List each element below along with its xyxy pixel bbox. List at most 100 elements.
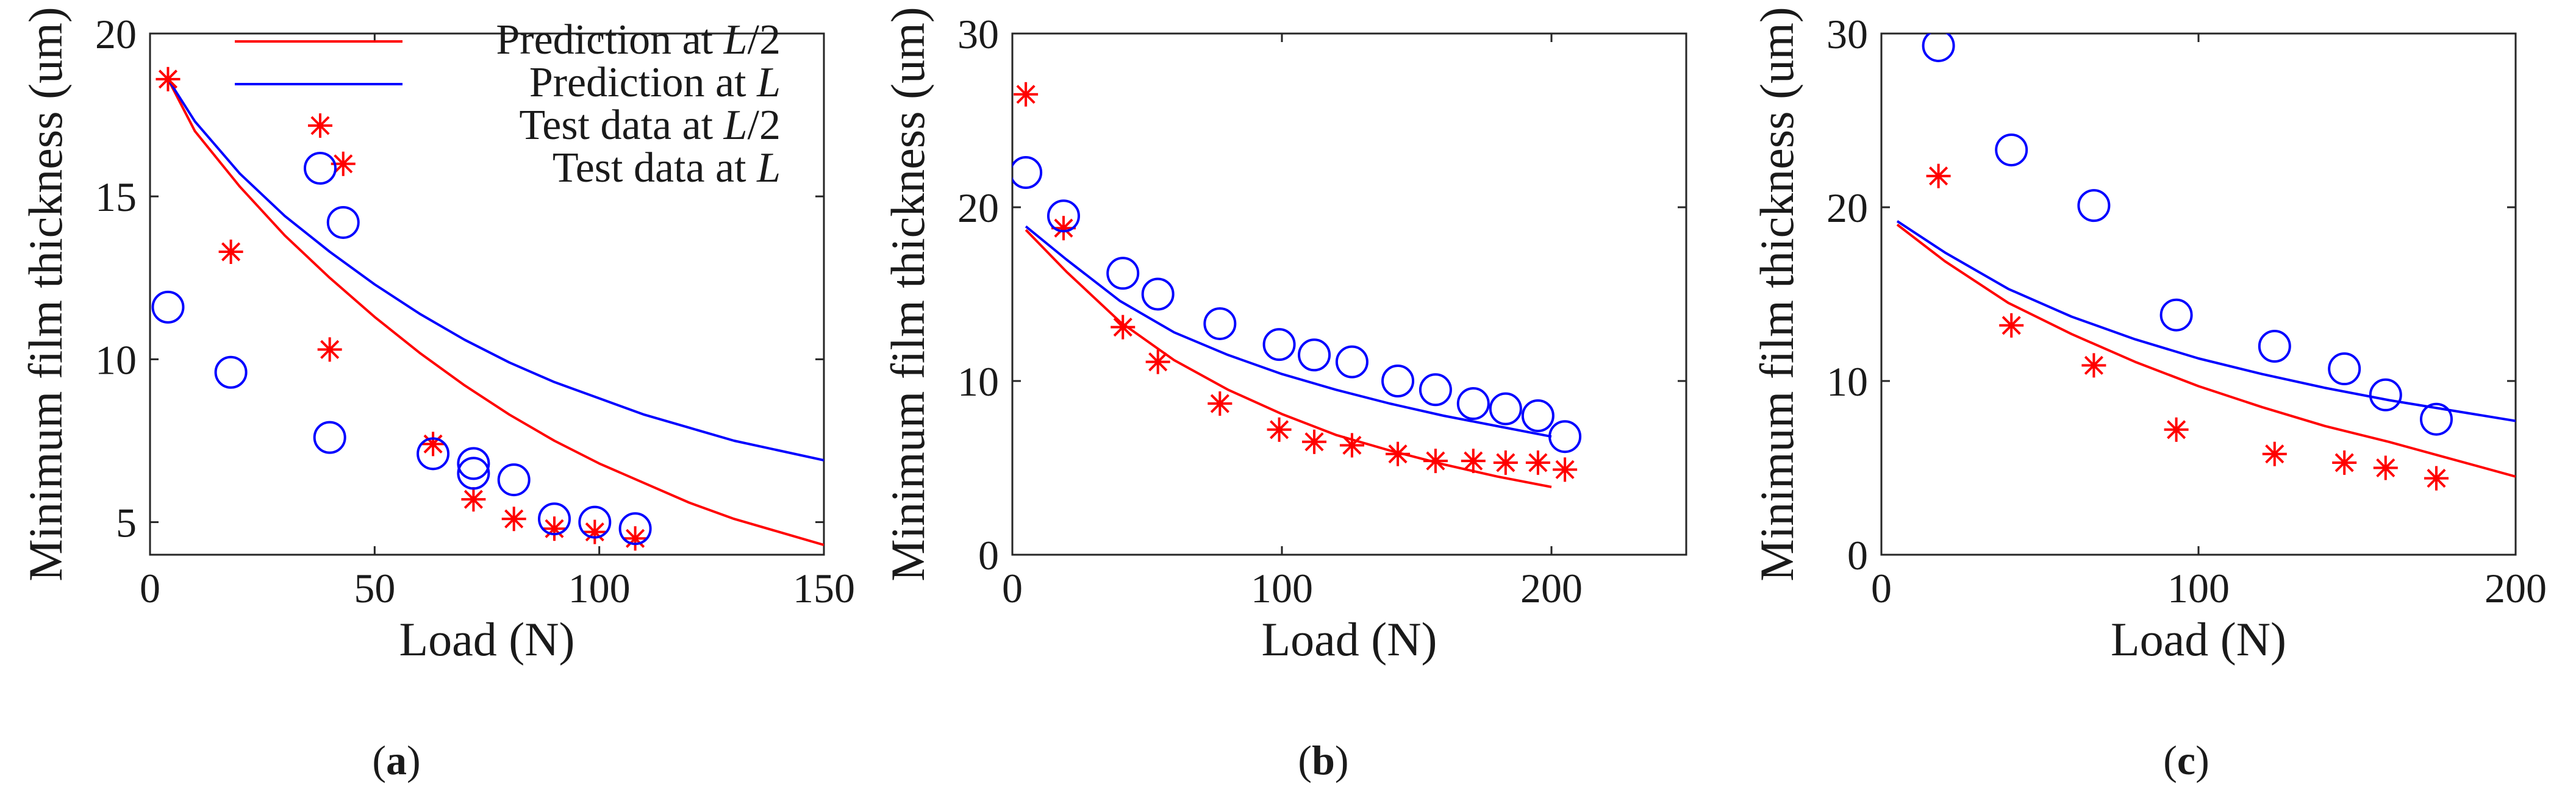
y-tick-label: 20 (95, 11, 137, 57)
data-point-asterisk (1145, 349, 1170, 374)
data-point-asterisk (1423, 449, 1448, 474)
plot-area (1012, 82, 1582, 488)
y-tick-label: 10 (1826, 358, 1868, 405)
x-tick-label: 0 (1871, 565, 1892, 611)
data-point-circle (618, 512, 652, 546)
data-point-asterisk (2373, 455, 2398, 480)
y-tick-label: 5 (116, 500, 137, 546)
data-point-asterisk (1926, 163, 1951, 188)
data-point-circle (151, 290, 185, 324)
plot-area (1896, 34, 2516, 491)
subfigure-caption-c: (c) (2163, 737, 2209, 783)
x-tick-label: 100 (568, 565, 631, 611)
legend-label: Test data at L/2 (519, 102, 781, 149)
legend-swatch-asterisk (308, 113, 332, 138)
data-point-asterisk (501, 507, 526, 532)
subfigure-caption-b: (b) (1298, 737, 1348, 783)
data-point-circle (1012, 156, 1043, 189)
x-tick-label: 100 (1251, 565, 1313, 611)
data-point-circle (417, 437, 450, 471)
series-line-prediction-half-l (1025, 229, 1552, 488)
data-point-circle (2420, 402, 2453, 436)
y-tick-label: 15 (95, 174, 137, 220)
data-point-asterisk (2081, 353, 2106, 378)
y-tick-label: 20 (1826, 185, 1868, 231)
data-point-circle (457, 447, 490, 480)
data-point-asterisk (421, 432, 446, 457)
x-tick-label: 0 (140, 565, 160, 611)
data-point-asterisk (1999, 313, 2024, 338)
data-point-asterisk (623, 526, 648, 551)
subfigure-captions: (a) (b) (c) (372, 737, 2209, 783)
data-point-circle (1995, 133, 2028, 166)
data-point-circle (326, 205, 360, 239)
data-point-asterisk (2262, 441, 2287, 466)
data-point-circle (1922, 34, 1955, 62)
data-point-asterisk (2332, 450, 2357, 475)
data-point-asterisk (461, 487, 486, 512)
data-point-circle (2159, 298, 2193, 332)
series-line-prediction-half-l (1896, 223, 2516, 478)
x-tick-label: 200 (2485, 565, 2547, 611)
data-point-asterisk (2164, 417, 2189, 442)
data-point-asterisk (1267, 417, 1292, 442)
subplot-b: 0 100 200 0 10 20 30 Load (N) Minimum film thick… (881, 7, 1687, 666)
subfigure-caption-a: (a) (372, 737, 420, 783)
data-point-circle (1381, 365, 1415, 397)
data-point-asterisk (582, 519, 607, 544)
data-point-asterisk (1208, 391, 1233, 416)
y-tick-label: 10 (95, 336, 137, 383)
data-point-asterisk (1525, 450, 1550, 475)
data-point-circle (1489, 392, 1522, 425)
data-point-asterisk (1461, 449, 1486, 474)
data-point-circle (1203, 307, 1237, 340)
data-point-asterisk (1014, 82, 1039, 107)
plot-area (151, 66, 824, 551)
data-point-asterisk (2424, 466, 2449, 491)
data-point-circle (578, 505, 612, 539)
x-axis-label: Load (N) (399, 613, 574, 666)
series-line-prediction-half-l (166, 78, 824, 546)
data-point-circle (1141, 277, 1175, 311)
y-tick-label: 30 (957, 11, 999, 57)
data-point-circle (2328, 352, 2361, 386)
legend-label: Prediction at L/2 (496, 16, 781, 63)
y-tick-label: 20 (957, 185, 999, 231)
data-point-circle (1548, 420, 1582, 454)
legend-label: Test data at L (553, 144, 781, 191)
x-tick-label: 150 (793, 565, 855, 611)
data-point-circle (497, 463, 531, 497)
y-axis-label: Minimum film thickness (um) (881, 7, 934, 581)
data-point-circle (1298, 338, 1331, 372)
series-line-prediction-l (1025, 225, 1552, 438)
data-point-circle (2258, 330, 2291, 363)
data-point-circle (1046, 199, 1080, 233)
x-axis-label: Load (N) (2111, 613, 2286, 666)
data-point-circle (2077, 189, 2111, 222)
x-tick-label: 100 (2167, 565, 2230, 611)
data-point-circle (2369, 378, 2402, 411)
data-point-circle (538, 502, 571, 536)
data-point-circle (1335, 345, 1368, 379)
data-point-asterisk (1339, 433, 1364, 458)
series-line-prediction-l (1896, 220, 2516, 422)
data-point-circle (1419, 373, 1452, 407)
axes-box (149, 32, 825, 556)
data-point-asterisk (156, 66, 181, 91)
data-point-circle (1521, 399, 1555, 432)
y-axis-label: Minimum film thickness (um) (1750, 7, 1803, 581)
y-tick-label: 0 (978, 532, 999, 578)
legend-swatch-circle (304, 152, 337, 185)
data-point-asterisk (1493, 450, 1518, 475)
data-point-asterisk (317, 337, 342, 362)
y-tick-label: 0 (1847, 532, 1868, 578)
data-point-asterisk (218, 240, 243, 265)
y-axis-label: Minimum film thickness (um) (19, 7, 72, 581)
legend-label: Prediction at L (529, 59, 781, 106)
x-tick-label: 0 (1002, 565, 1023, 611)
data-point-asterisk (1111, 315, 1136, 340)
x-tick-label: 200 (1520, 565, 1583, 611)
